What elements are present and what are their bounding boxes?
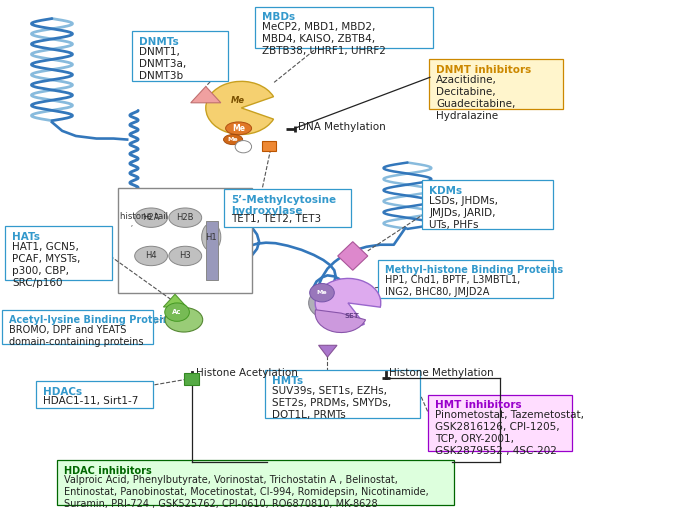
Polygon shape: [338, 242, 368, 270]
Circle shape: [235, 140, 251, 153]
Wedge shape: [315, 310, 366, 333]
FancyBboxPatch shape: [206, 221, 218, 280]
FancyBboxPatch shape: [255, 7, 434, 48]
Text: Me: Me: [316, 290, 327, 295]
Ellipse shape: [135, 208, 168, 227]
FancyBboxPatch shape: [2, 310, 153, 344]
Text: HAT1, GCN5,
PCAF, MYSTs,
p300, CBP,
SRC/p160: HAT1, GCN5, PCAF, MYSTs, p300, CBP, SRC/…: [12, 242, 81, 287]
Text: Histone Acetylation: Histone Acetylation: [195, 368, 297, 378]
Text: SET: SET: [344, 313, 359, 319]
Text: DNA Methylation: DNA Methylation: [298, 122, 386, 132]
Wedge shape: [206, 81, 273, 135]
Polygon shape: [164, 294, 186, 307]
Text: H4: H4: [145, 251, 157, 261]
Circle shape: [165, 303, 189, 321]
Text: KDMs: KDMs: [429, 186, 462, 196]
Text: TET1, TET2, TET3: TET1, TET2, TET3: [231, 214, 321, 224]
Text: SUV39s, SET1s, EZHs,
SET2s, PRDMs, SMYDs,
DOT1L, PRMTs: SUV39s, SET1s, EZHs, SET2s, PRDMs, SMYDs…: [272, 385, 391, 420]
Text: Acetyl-lysine Binding Proteins: Acetyl-lysine Binding Proteins: [9, 315, 175, 325]
Text: H2A: H2A: [142, 213, 160, 222]
Ellipse shape: [201, 223, 221, 251]
Text: Histone Methylation: Histone Methylation: [389, 368, 494, 378]
Text: DNMT1,
DNMT3a,
DNMT3b: DNMT1, DNMT3a, DNMT3b: [139, 47, 186, 81]
Text: Valproic Acid, Phenylbutyrate, Vorinostat, Trichostatin A , Belinostat,
Entinost: Valproic Acid, Phenylbutyrate, Vorinosta…: [64, 476, 428, 510]
Ellipse shape: [165, 308, 203, 332]
Text: 5’-Methylcytosine
hydroxylase: 5’-Methylcytosine hydroxylase: [231, 195, 336, 217]
Ellipse shape: [135, 246, 168, 266]
Text: H3: H3: [179, 251, 191, 261]
Text: MBDs: MBDs: [262, 12, 295, 22]
FancyBboxPatch shape: [132, 31, 228, 81]
Text: HDAC inhibitors: HDAC inhibitors: [64, 466, 151, 476]
Text: Azacitidine,
Decitabine,
Guadecitabine,
Hydralazine: Azacitidine, Decitabine, Guadecitabine, …: [436, 75, 516, 121]
Ellipse shape: [169, 246, 201, 266]
Polygon shape: [190, 87, 221, 103]
Text: DNMTs: DNMTs: [139, 37, 179, 47]
Text: HDAC1-11, Sirt1-7: HDAC1-11, Sirt1-7: [43, 396, 138, 406]
FancyBboxPatch shape: [57, 460, 454, 505]
FancyBboxPatch shape: [428, 395, 572, 452]
Wedge shape: [315, 278, 381, 327]
FancyBboxPatch shape: [119, 188, 252, 293]
FancyBboxPatch shape: [262, 140, 275, 151]
FancyBboxPatch shape: [36, 381, 153, 408]
Text: Methyl-histone Binding Proteins: Methyl-histone Binding Proteins: [385, 265, 563, 275]
Text: Me: Me: [230, 96, 245, 105]
Text: H1: H1: [206, 233, 217, 241]
Ellipse shape: [225, 122, 251, 135]
Circle shape: [310, 283, 334, 302]
Text: H2B: H2B: [177, 213, 194, 222]
Text: DNMT inhibitors: DNMT inhibitors: [436, 65, 532, 75]
FancyBboxPatch shape: [184, 373, 199, 384]
FancyBboxPatch shape: [224, 189, 351, 227]
FancyBboxPatch shape: [429, 60, 563, 109]
FancyBboxPatch shape: [265, 370, 420, 419]
Ellipse shape: [309, 287, 346, 318]
Text: BROMO, DPF and YEATS
domain-containing proteins: BROMO, DPF and YEATS domain-containing p…: [9, 325, 143, 347]
Text: Pinometostat, Tazemetostat,
GSK2816126, CPI-1205,
TCP, ORY-2001,
GSK2879552 , 4S: Pinometostat, Tazemetostat, GSK2816126, …: [435, 410, 584, 456]
Text: Me: Me: [232, 124, 245, 133]
Ellipse shape: [169, 208, 201, 227]
Text: Me: Me: [228, 137, 238, 142]
Ellipse shape: [223, 135, 242, 145]
Text: HMT inhibitors: HMT inhibitors: [435, 400, 521, 410]
Text: HP1, Chd1, BPTF, L3MBTL1,
ING2, BHC80, JMJD2A: HP1, Chd1, BPTF, L3MBTL1, ING2, BHC80, J…: [385, 275, 520, 297]
FancyBboxPatch shape: [378, 260, 553, 298]
FancyBboxPatch shape: [423, 180, 553, 229]
Text: HATs: HATs: [12, 232, 40, 242]
FancyBboxPatch shape: [5, 226, 112, 280]
Text: Ac: Ac: [173, 309, 182, 315]
Text: histone tail: histone tail: [121, 212, 169, 226]
Text: HMTs: HMTs: [272, 376, 303, 386]
Text: HDACs: HDACs: [43, 386, 82, 397]
Polygon shape: [319, 346, 337, 357]
Text: MeCP2, MBD1, MBD2,
MBD4, KAISO, ZBTB4,
ZBTB38, UHRF1, UHRF2: MeCP2, MBD1, MBD2, MBD4, KAISO, ZBTB4, Z…: [262, 22, 386, 56]
Text: LSDs, JHDMs,
JMJDs, JARID,
UTs, PHFs: LSDs, JHDMs, JMJDs, JARID, UTs, PHFs: [429, 196, 498, 229]
